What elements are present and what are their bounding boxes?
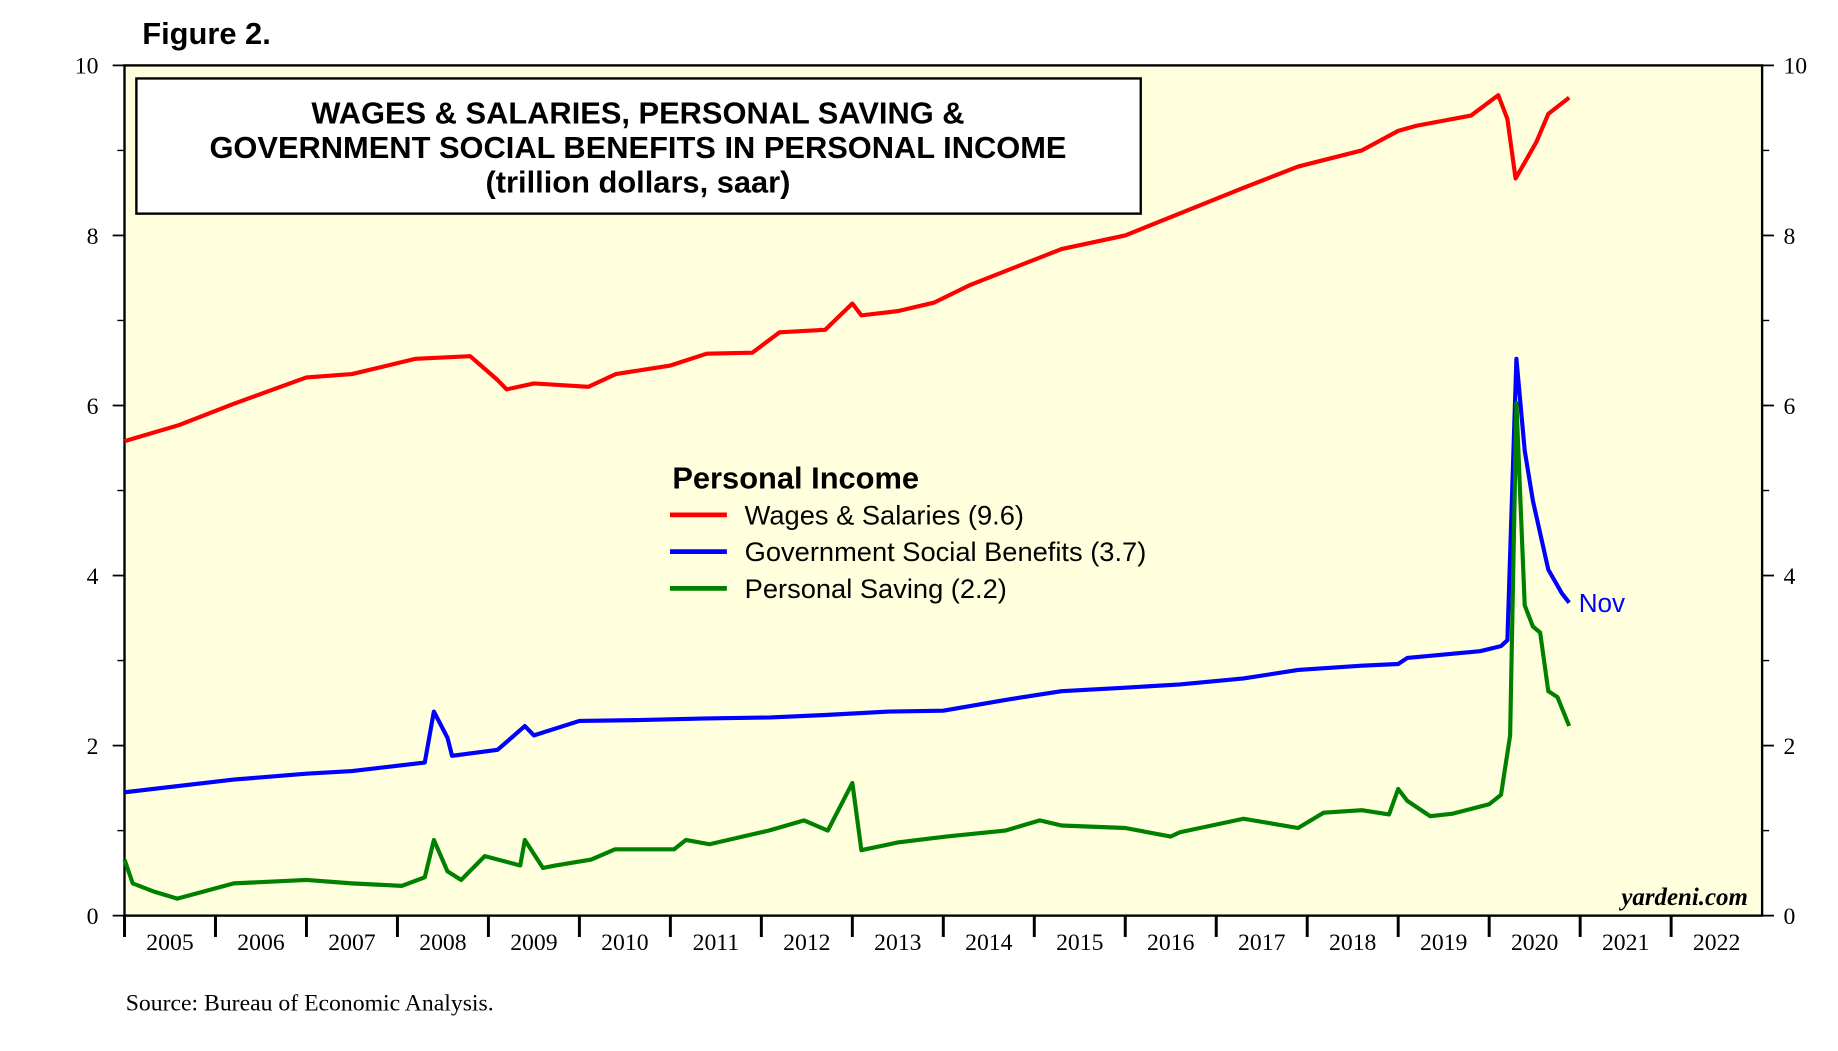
x-tick-label: 2019 xyxy=(1420,930,1467,956)
x-tick-label: 2008 xyxy=(419,930,466,956)
legend-label: Government Social Benefits (3.7) xyxy=(745,536,1147,567)
x-tick-label: 2007 xyxy=(328,930,376,956)
y2-tick-label: 4 xyxy=(1783,564,1795,590)
x-tick-label: 2011 xyxy=(693,930,740,956)
x-tick-label: 2020 xyxy=(1511,930,1558,956)
watermark: yardeni.com xyxy=(1618,884,1748,911)
y2-tick-label: 6 xyxy=(1783,394,1795,420)
x-tick-label: 2014 xyxy=(965,930,1013,956)
x-tick-label: 2021 xyxy=(1602,930,1649,956)
y-tick-label: 4 xyxy=(87,564,99,590)
x-tick-label: 2006 xyxy=(237,930,285,956)
series-line xyxy=(122,400,1572,901)
y2-tick-label: 8 xyxy=(1783,224,1795,250)
series-line xyxy=(123,93,1571,444)
legend-title: Personal Income xyxy=(672,461,919,496)
legend-label: Personal Saving (2.2) xyxy=(745,573,1007,604)
x-tick-label: 2018 xyxy=(1329,930,1376,956)
y2-tick-label: 10 xyxy=(1783,54,1807,80)
annotation: Nov xyxy=(1579,588,1625,618)
y-tick-label: 10 xyxy=(75,54,99,80)
x-tick-label: 2005 xyxy=(146,930,193,956)
x-tick-label: 2022 xyxy=(1693,930,1740,956)
figure-label: Figure 2. xyxy=(142,16,270,51)
y2-tick-label: 2 xyxy=(1783,734,1795,760)
y2-tick-label: 0 xyxy=(1783,904,1795,930)
x-tick-label: 2012 xyxy=(783,930,830,956)
chart-title: GOVERNMENT SOCIAL BENEFITS IN PERSONAL I… xyxy=(209,130,1066,165)
y-tick-label: 0 xyxy=(87,904,99,930)
plot-layer xyxy=(112,64,1774,937)
chart-title: WAGES & SALARIES, PERSONAL SAVING & xyxy=(311,96,964,131)
x-tick-label: 2009 xyxy=(510,930,557,956)
x-tick-label: 2016 xyxy=(1147,930,1195,956)
y-tick-label: 2 xyxy=(87,734,99,760)
legend-label: Wages & Salaries (9.6) xyxy=(745,499,1024,530)
series-line xyxy=(124,356,1571,795)
x-tick-label: 2015 xyxy=(1056,930,1103,956)
x-tick-label: 2010 xyxy=(601,930,648,956)
x-tick-label: 2013 xyxy=(874,930,921,956)
y-tick-label: 8 xyxy=(87,224,99,250)
source-note: Source: Bureau of Economic Analysis. xyxy=(126,990,494,1016)
x-tick-label: 2017 xyxy=(1238,930,1286,956)
chart-subtitle: (trillion dollars, saar) xyxy=(485,164,790,199)
y-tick-label: 6 xyxy=(87,394,99,420)
title-box xyxy=(135,77,1142,215)
